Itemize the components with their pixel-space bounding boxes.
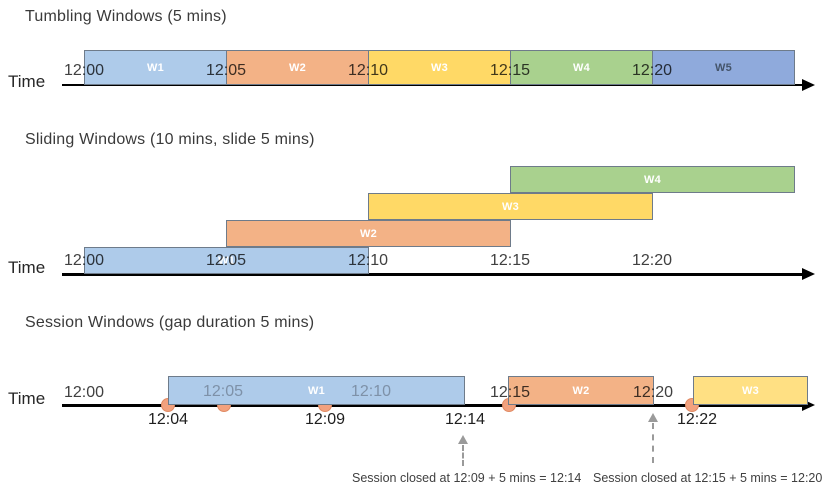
tumbling-section-title: Tumbling Windows (5 mins)	[25, 8, 227, 25]
session-time-axis-label: Time	[8, 389, 46, 408]
tumbling-tick-1200: 12:00	[63, 62, 105, 79]
session-window-w3: W3	[693, 376, 808, 405]
annotation-arrow-up-icon	[648, 413, 658, 422]
session-section-title: Session Windows (gap duration 5 mins)	[25, 314, 315, 331]
sliding-tick-1210: 12:10	[347, 252, 389, 269]
sliding-window-w4-label: W4	[643, 173, 662, 186]
session-event-label-1204: 12:04	[147, 411, 189, 428]
session-window-w3-label: W3	[741, 384, 760, 397]
tumbling-window-w4-label: W4	[572, 61, 591, 74]
session-event-label-1222: 12:22	[676, 411, 718, 428]
session-event-label-1209: 12:09	[304, 411, 346, 428]
tumbling-window-w2: W2	[226, 50, 369, 85]
session-window-w1: W1	[168, 376, 465, 405]
sliding-time-axis	[62, 273, 806, 276]
tumbling-window-w1-label: W1	[146, 61, 165, 74]
tumbling-tick-1210: 12:10	[347, 62, 389, 79]
tumbling-time-axis-label: Time	[8, 72, 46, 91]
sliding-tick-1200: 12:00	[63, 252, 105, 269]
session-tick-1200: 12:00	[63, 384, 105, 401]
session-window-w1-label: W1	[307, 384, 326, 397]
session-window-w2-label: W2	[572, 384, 590, 397]
tumbling-window-w5: W5	[652, 50, 795, 85]
sliding-time-axis-label: Time	[8, 258, 46, 277]
session-inwindow-label-1210: 12:10	[350, 383, 392, 400]
session-closed-caption-2: Session closed at 12:15 + 5 mins = 12:20	[593, 471, 823, 485]
session-window-w2: W2	[508, 376, 654, 405]
session-tick-1220: 12:20	[632, 384, 674, 401]
sliding-window-w2-label: W2	[359, 227, 378, 240]
tumbling-axis-arrow-icon	[802, 79, 815, 91]
sliding-tick-1215: 12:15	[489, 252, 531, 269]
annotation-arrow-dash	[462, 445, 464, 466]
sliding-window-w3-label: W3	[501, 200, 520, 213]
sliding-window-w2: W2	[226, 220, 511, 247]
sliding-tick-1205: 12:05	[205, 252, 247, 269]
tumbling-window-w5-label: W5	[714, 61, 733, 74]
tumbling-tick-1220: 12:20	[631, 62, 673, 79]
annotation-arrow-dash	[652, 423, 654, 463]
tumbling-tick-1215: 12:15	[489, 62, 531, 79]
tumbling-time-axis	[62, 84, 806, 86]
annotation-arrow-up-icon	[458, 435, 468, 444]
sliding-window-w3: W3	[368, 193, 653, 220]
session-inwindow-label-1205: 12:05	[202, 383, 244, 400]
tumbling-window-w3-label: W3	[430, 61, 449, 74]
tumbling-window-w1: W1	[84, 50, 227, 85]
tumbling-window-w3: W3	[368, 50, 511, 85]
sliding-window-w1: W1	[84, 247, 369, 274]
session-closed-caption-1: Session closed at 12:09 + 5 mins = 12:14	[352, 471, 582, 485]
sliding-window-w4: W4	[510, 166, 795, 193]
sliding-window-w1-label: W1	[217, 254, 236, 267]
session-event-label-1214: 12:14	[444, 411, 486, 428]
session-tick-1215: 12:15	[489, 384, 531, 401]
sliding-section-title: Sliding Windows (10 mins, slide 5 mins)	[25, 131, 315, 148]
sliding-tick-1220: 12:20	[631, 252, 673, 269]
session-time-axis	[62, 404, 806, 407]
tumbling-tick-1205: 12:05	[205, 62, 247, 79]
sliding-axis-arrow-icon	[802, 268, 815, 280]
tumbling-window-w2-label: W2	[288, 61, 307, 74]
